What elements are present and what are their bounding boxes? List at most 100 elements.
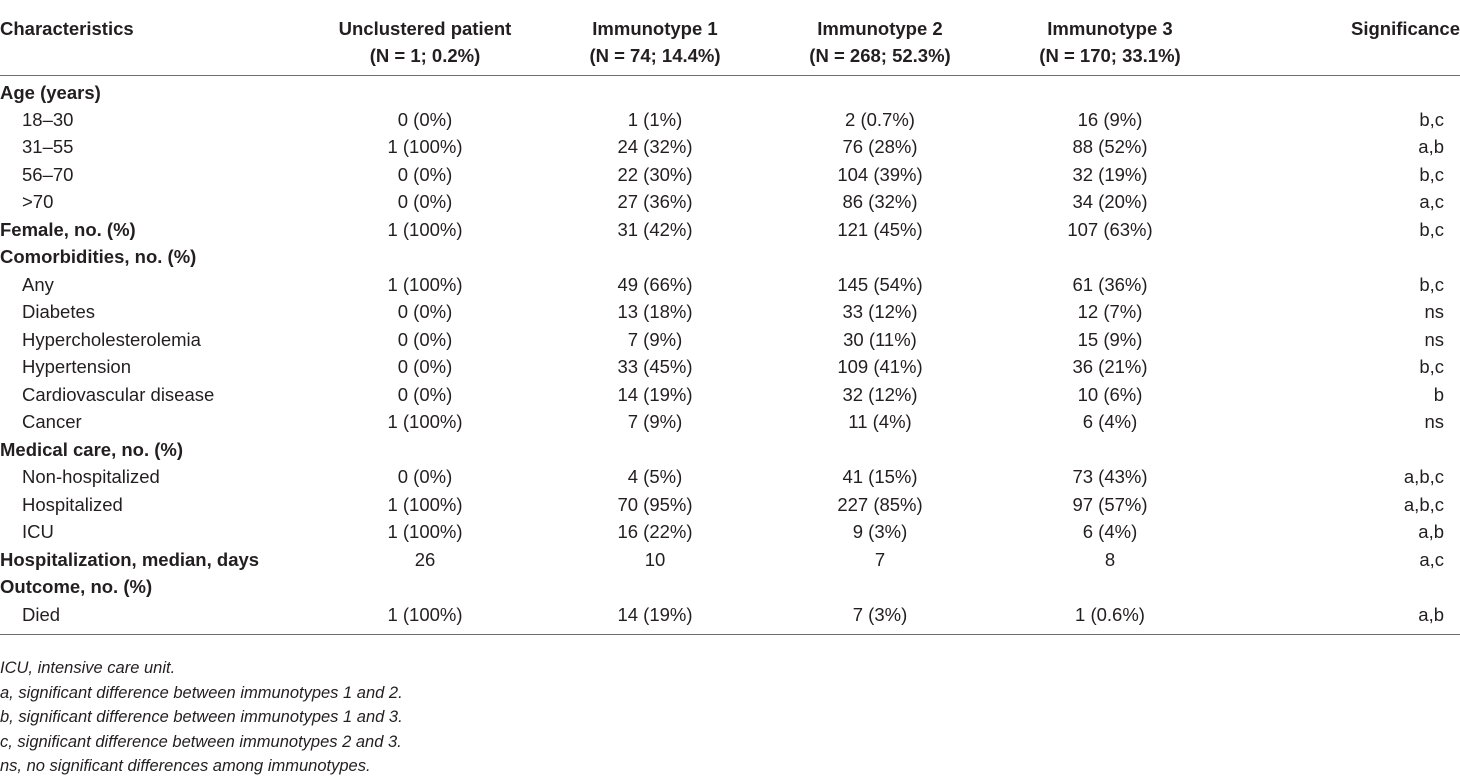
cell-immunotype-1: 14 (19%) (617, 603, 693, 625)
header-significance: Significance (1220, 0, 1460, 75)
cell-immunotype-1: 33 (45%) (617, 356, 693, 378)
footnote: a, significant difference between immuno… (0, 683, 403, 702)
cell-significance (1220, 573, 1460, 601)
table-row: Hypertension 0 (0%) 33 (45%) 109 (41%) 36 (2… (0, 353, 1460, 381)
row-label: Cancer (22, 411, 82, 433)
footnote: c, significant difference between immuno… (0, 732, 402, 751)
row-label: Cardiovascular disease (22, 383, 215, 405)
cell-immunotype-2: 104 (39%) (837, 163, 923, 185)
cell-unclustered: 0 (0%) (397, 383, 453, 405)
row-label: Non-hospitalized (22, 466, 160, 488)
table-row: Died 1 (100%) 14 (19%) 7 (3%) 1 (0.6%) a,b (0, 601, 1460, 635)
cell-immunotype-2: 109 (41%) (837, 356, 923, 378)
row-label: Outcome, no. (%) (0, 576, 153, 598)
table-row: Hospitalized 1 (100%) 70 (95%) 227 (85%) 97 … (0, 491, 1460, 519)
cell-unclustered: 0 (0%) (397, 163, 453, 185)
cell-unclustered: 1 (100%) (387, 273, 463, 295)
cell-unclustered: 0 (0%) (397, 301, 453, 323)
cell-unclustered (300, 243, 550, 271)
cell-immunotype-1: 22 (30%) (617, 163, 693, 185)
cell-immunotype-1: 49 (66%) (617, 273, 693, 295)
row-label: Female, no. (%) (0, 218, 136, 240)
cell-significance: b (1433, 383, 1444, 405)
cell-significance: a,c (1419, 191, 1444, 213)
cell-unclustered: 0 (0%) (397, 466, 453, 488)
cell-immunotype-3 (1000, 75, 1220, 106)
table-row: 56–70 0 (0%) 22 (30%) 104 (39%) 32 (19%) b,c (0, 161, 1460, 189)
cell-immunotype-2: 41 (15%) (842, 466, 918, 488)
cell-immunotype-3: 107 (63%) (1067, 218, 1153, 240)
table-row: Diabetes 0 (0%) 13 (18%) 33 (12%) 12 (7%) ns (0, 298, 1460, 326)
cell-significance: b,c (1419, 163, 1444, 185)
header-row: Characteristics Unclustered patient (N = … (0, 0, 1460, 75)
cell-immunotype-2: 76 (28%) (842, 136, 918, 158)
cell-immunotype-2 (760, 436, 1000, 464)
cell-immunotype-1: 13 (18%) (617, 301, 693, 323)
cell-significance: b,c (1419, 218, 1444, 240)
cell-immunotype-1: 7 (9%) (627, 328, 683, 350)
cell-immunotype-1 (550, 436, 760, 464)
cell-significance (1220, 436, 1460, 464)
table-row: ICU 1 (100%) 16 (22%) 9 (3%) 6 (4%) a,b (0, 518, 1460, 546)
table-row: Comorbidities, no. (%) (0, 243, 1460, 271)
cell-significance: a,b (1418, 603, 1444, 625)
table-row: Medical care, no. (%) (0, 436, 1460, 464)
cell-immunotype-2: 32 (12%) (842, 383, 918, 405)
footnote: ICU, intensive care unit. (0, 659, 176, 677)
cell-immunotype-2: 121 (45%) (837, 218, 923, 240)
header-label: Immunotype 1 (592, 18, 718, 39)
cell-immunotype-1: 24 (32%) (617, 136, 693, 158)
row-label: Comorbidities, no. (%) (0, 246, 197, 268)
cell-immunotype-3: 1 (0.6%) (1075, 603, 1145, 625)
cell-significance: b,c (1419, 273, 1444, 295)
cell-immunotype-3: 6 (4%) (1082, 411, 1138, 433)
characteristics-table: Characteristics Unclustered patient (N = … (0, 0, 1460, 635)
table-row: Hypercholesterolemia 0 (0%) 7 (9%) 30 (11%)… (0, 326, 1460, 354)
cell-significance (1220, 243, 1460, 271)
cell-immunotype-3: 34 (20%) (1072, 191, 1148, 213)
cell-immunotype-3 (1000, 436, 1220, 464)
cell-unclustered: 0 (0%) (397, 191, 453, 213)
cell-immunotype-1: 27 (36%) (617, 191, 693, 213)
cell-immunotype-2: 33 (12%) (842, 301, 918, 323)
header-count: (N = 268; 52.3%) (809, 45, 951, 66)
header-immunotype-1: Immunotype 1 (N = 74; 14.4%) (550, 0, 760, 75)
cell-immunotype-1: 31 (42%) (617, 218, 693, 240)
table-row: Age (years) (0, 75, 1460, 106)
cell-significance: a,b (1418, 521, 1444, 543)
row-label: Hypertension (22, 356, 132, 378)
cell-immunotype-1: 1 (1%) (627, 108, 683, 130)
table-body: Age (years) 18–30 0 (0%) 1 (1%) 2 (0.7%) 16 (… (0, 75, 1460, 635)
table-footnotes: ICU, intensive care unit. a, significant … (0, 656, 1460, 779)
row-label: 18–30 (22, 108, 74, 130)
cell-immunotype-2: 2 (0.7%) (845, 108, 915, 130)
cell-immunotype-1: 14 (19%) (617, 383, 693, 405)
cell-immunotype-3: 73 (43%) (1072, 466, 1148, 488)
cell-significance: b,c (1419, 356, 1444, 378)
cell-unclustered: 1 (100%) (387, 136, 463, 158)
cell-immunotype-2: 227 (85%) (837, 493, 923, 515)
footnote: ns, no significant differences among imm… (0, 757, 371, 776)
header-label: Immunotype 3 (1047, 18, 1173, 39)
cell-significance: b,c (1419, 108, 1444, 130)
table-row: Any 1 (100%) 49 (66%) 145 (54%) 61 (36%) b,c (0, 271, 1460, 299)
cell-immunotype-3: 88 (52%) (1072, 136, 1148, 158)
cell-immunotype-1: 16 (22%) (617, 521, 693, 543)
cell-immunotype-3: 61 (36%) (1072, 273, 1148, 295)
table-row: >70 0 (0%) 27 (36%) 86 (32%) 34 (20%) a,c (0, 188, 1460, 216)
cell-immunotype-2 (760, 243, 1000, 271)
cell-immunotype-3 (1000, 573, 1220, 601)
row-label: Age (years) (0, 81, 101, 103)
table-row: Hospitalization, median, days 26 10 7 8 a,c (0, 546, 1460, 574)
cell-unclustered (300, 573, 550, 601)
cell-immunotype-3: 6 (4%) (1082, 521, 1138, 543)
header-label: Unclustered patient (338, 18, 512, 39)
cell-immunotype-2: 11 (4%) (848, 411, 912, 433)
cell-immunotype-3: 8 (1104, 548, 1116, 570)
cell-unclustered: 26 (414, 548, 436, 570)
row-label: ICU (22, 521, 54, 543)
cell-unclustered: 0 (0%) (397, 108, 453, 130)
cell-immunotype-2 (760, 573, 1000, 601)
cell-immunotype-1: 10 (644, 548, 666, 570)
